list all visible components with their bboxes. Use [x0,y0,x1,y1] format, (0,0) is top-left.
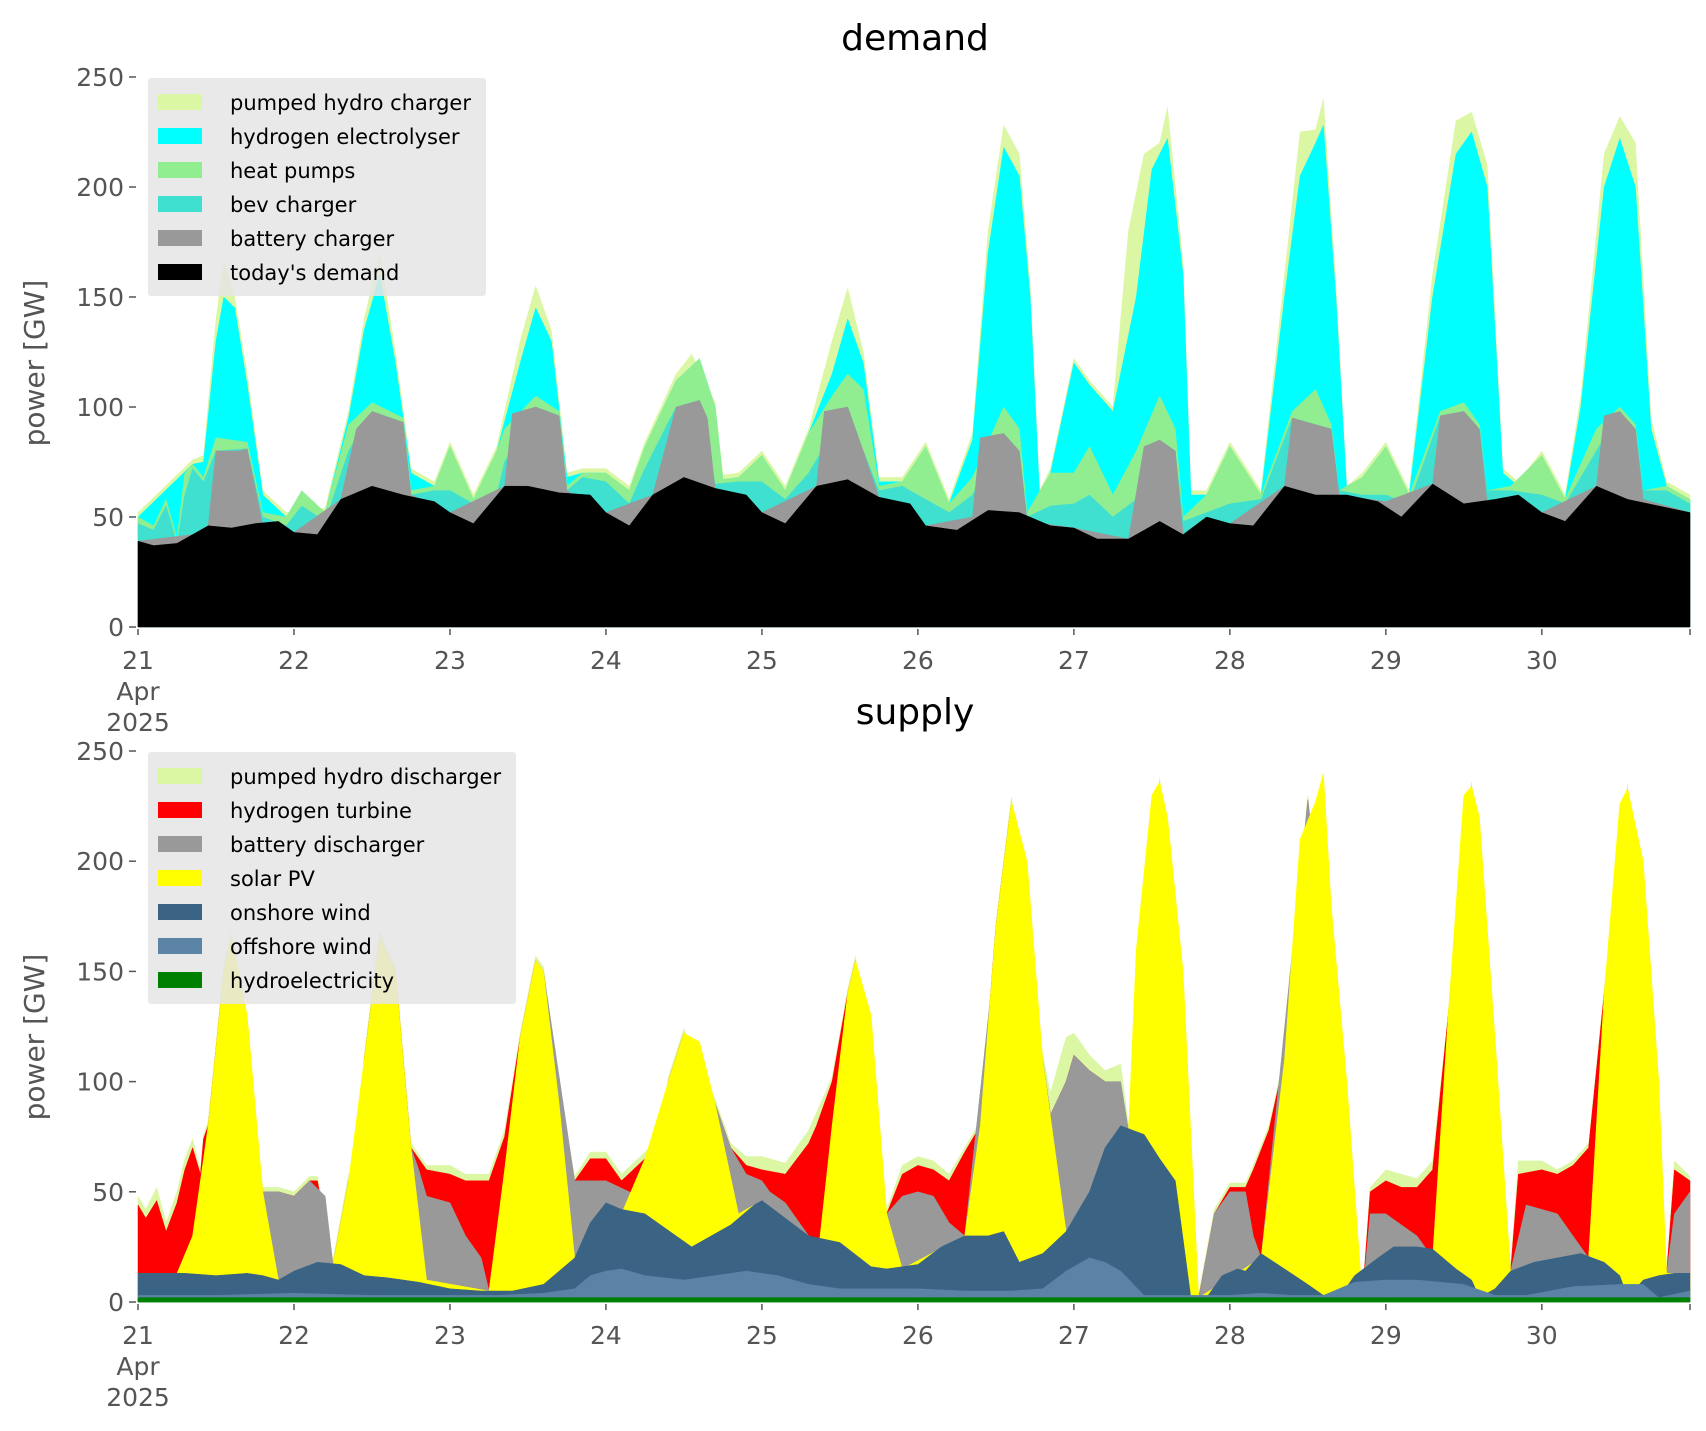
demand-x-tick-label: 30 [1526,646,1558,675]
supply-legend-label-hydrogen-turbine: hydrogen turbine [230,799,412,823]
demand-y-tick-label: 200 [76,173,124,202]
supply-legend-label-solar-pv: solar PV [230,867,315,891]
demand-legend-label-heat-pumps: heat pumps [230,159,355,183]
demand-x-tick-label: 26 [902,646,934,675]
demand-legend-label-today-s-demand: today's demand [230,261,399,285]
demand-y-axis-label: power [GW] [18,280,51,447]
supply-legend-swatch-onshore-wind [158,904,202,920]
supply-legend-swatch-offshore-wind [158,938,202,954]
supply-area-onshore-wind [137,1125,1691,1303]
supply-y-tick-label: 200 [76,847,124,876]
supply-legend-swatch-hydrogen-turbine [158,802,202,818]
supply-y-tick-label: 0 [108,1288,124,1317]
demand-areas [137,98,1691,628]
demand-legend: pumped hydro charger hydrogen electrolyse… [148,78,486,296]
demand-y-tick-label: 50 [92,503,124,532]
demand-y-tick-label: 0 [108,613,124,642]
demand-x-tick-label: 21 Apr 2025 [106,646,170,737]
demand-y-tick-label: 150 [76,283,124,312]
demand-x-tick-label: 29 [1370,646,1402,675]
demand-legend-swatch-today-s-demand [158,264,202,280]
demand-title: demand [841,18,989,59]
demand-x-tick-label: 22 [278,646,310,675]
demand-panel: demand power [GW] 0 50 100 150 200 250 21 Apr 20… [18,18,1691,737]
supply-legend: pumped hydro discharger hydrogen turbine b… [148,752,516,1004]
supply-x-tick-label: 22 [278,1321,310,1350]
demand-x-tick-label: 27 [1058,646,1090,675]
supply-axes: 0 50 100 150 200 250 21 Apr 2025 22 23 24 25 26 27 28 29… [76,737,1691,1412]
supply-y-axis-label: power [GW] [18,954,51,1121]
supply-y-tick-label: 250 [76,737,124,766]
demand-legend-label-bev-charger: bev charger [230,193,357,217]
supply-x-tick-label: 21 Apr 2025 [106,1321,170,1412]
supply-areas [137,772,1691,1303]
demand-legend-swatch-pumped-hydro-charger [158,94,202,110]
supply-legend-label-battery-discharger: battery discharger [230,833,425,857]
supply-legend-label-onshore-wind: onshore wind [230,901,371,925]
demand-legend-box [148,78,486,296]
demand-legend-label-battery-charger: battery charger [230,227,395,251]
demand-y-tick-label: 250 [76,63,124,92]
demand-legend-swatch-bev-charger [158,196,202,212]
supply-panel: supply power [GW] 0 50 100 150 200 250 21 Apr 20… [18,692,1691,1412]
supply-legend-label-hydroelectricity: hydroelectricity [230,969,394,993]
demand-x-tick-label: 25 [746,646,778,675]
demand-legend-swatch-heat-pumps [158,162,202,178]
demand-axes: 0 50 100 150 200 250 21 Apr 2025 22 23 24 25 26 27 28 29… [76,63,1691,737]
demand-legend-swatch-battery-charger [158,230,202,246]
supply-legend-swatch-battery-discharger [158,836,202,852]
supply-x-tick-label: 30 [1526,1321,1558,1350]
supply-x-tick-label: 25 [746,1321,778,1350]
supply-x-tick-label: 27 [1058,1321,1090,1350]
demand-x-tick-label: 23 [434,646,466,675]
supply-legend-swatch-solar-pv [158,870,202,886]
supply-legend-swatch-hydroelectricity [158,972,202,988]
supply-legend-box [148,752,516,1004]
demand-legend-label-hydrogen-electrolyser: hydrogen electrolyser [230,125,460,149]
supply-y-tick-label: 150 [76,957,124,986]
supply-x-tick-label: 24 [590,1321,622,1350]
demand-legend-label-pumped-hydro-charger: pumped hydro charger [230,91,471,115]
supply-legend-label-pumped-hydro-discharger: pumped hydro discharger [230,765,501,789]
supply-x-tick-label: 26 [902,1321,934,1350]
demand-x-tick-label: 28 [1214,646,1246,675]
supply-area-hydroelectricity [137,1297,1691,1303]
demand-x-tick-label: 24 [590,646,622,675]
supply-x-tick-label: 23 [434,1321,466,1350]
supply-y-tick-label: 100 [76,1068,124,1097]
demand-area-today-s-demand [137,477,1691,628]
supply-title: supply [856,692,975,733]
supply-y-tick-label: 50 [92,1178,124,1207]
supply-legend-label-offshore-wind: offshore wind [230,935,372,959]
supply-legend-swatch-pumped-hydro-discharger [158,768,202,784]
demand-y-tick-label: 100 [76,393,124,422]
supply-x-tick-label: 29 [1370,1321,1402,1350]
demand-legend-swatch-hydrogen-electrolyser [158,128,202,144]
supply-x-tick-label: 28 [1214,1321,1246,1350]
